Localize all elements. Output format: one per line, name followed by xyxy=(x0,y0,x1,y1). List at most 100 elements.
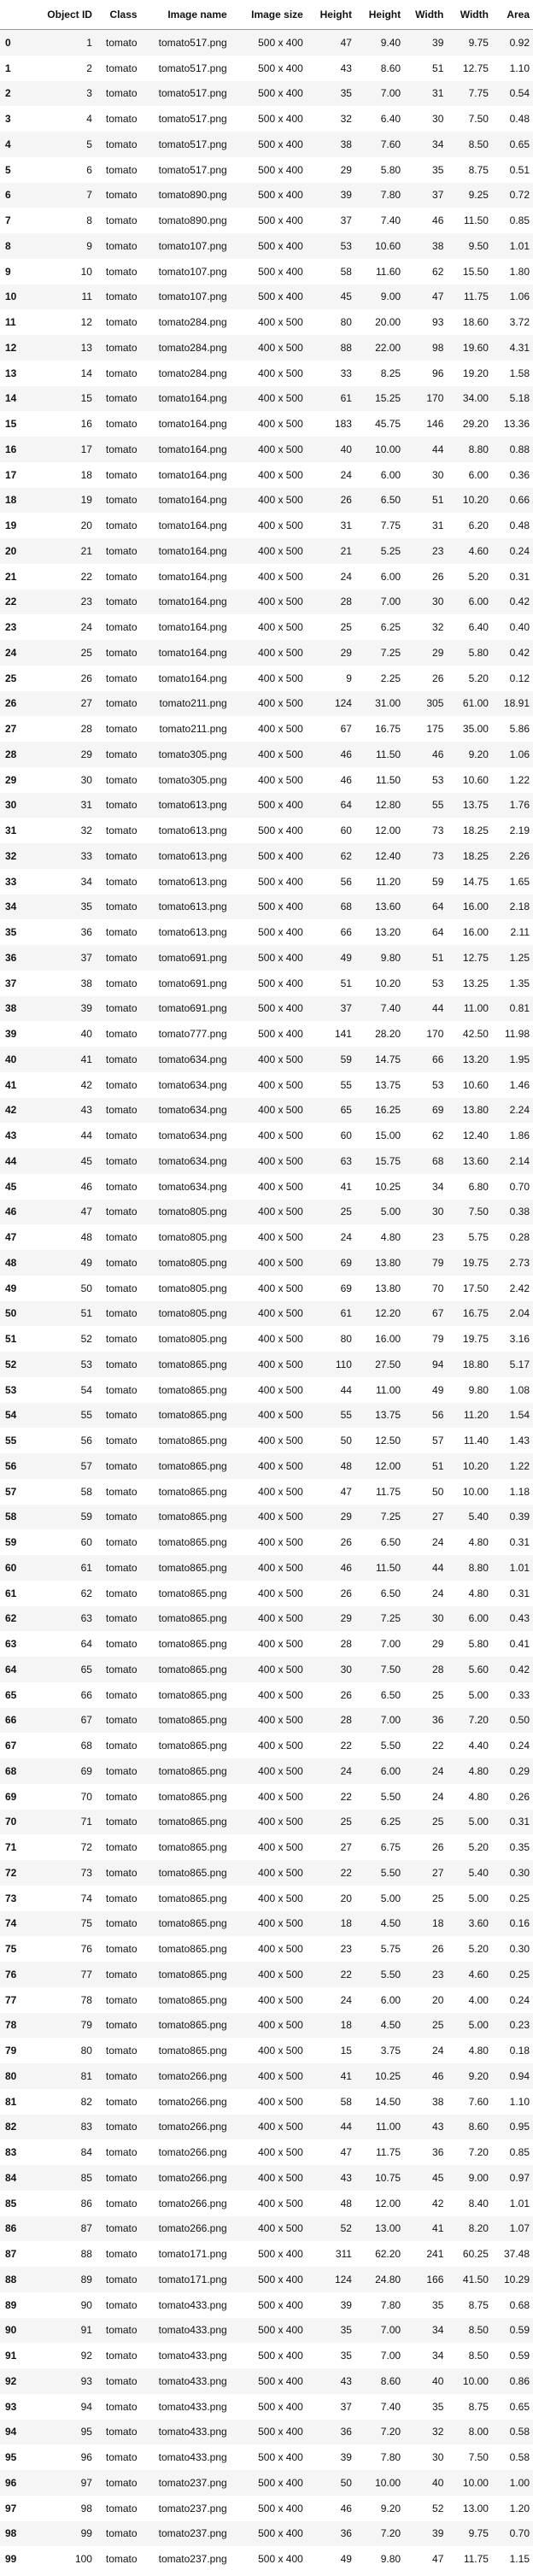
image-size-cell: 400 x 500 xyxy=(230,1047,307,1072)
image-name-cell: tomato865.png xyxy=(140,1631,231,1657)
table-row: 16 17 tomato tomato164.png 400 x 500 40 10.00 4… xyxy=(0,437,533,462)
object-id-cell: 98 xyxy=(38,2495,96,2521)
width-cell: 11.50 xyxy=(447,208,492,233)
object-id-cell: 7 xyxy=(38,182,96,208)
width-px-cell: 50 xyxy=(404,1478,448,1505)
class-cell: tomato xyxy=(95,640,141,666)
area-cell: 0.31 xyxy=(491,563,533,590)
class-cell: tomato xyxy=(95,385,141,412)
class-cell: tomato xyxy=(95,55,141,81)
image-size-cell: 400 x 500 xyxy=(230,716,307,742)
table-row: 33 34 tomato tomato613.png 500 x 400 56 11.20 5… xyxy=(0,868,533,895)
area-cell: 2.14 xyxy=(491,1148,533,1174)
table-row: 78 79 tomato tomato865.png 400 x 500 18 4.50 25… xyxy=(0,2012,533,2039)
width-cell: 6.00 xyxy=(447,589,492,615)
class-cell: tomato xyxy=(95,284,141,310)
table-row: 39 40 tomato tomato777.png 500 x 400 141 28.20… xyxy=(0,1021,533,1047)
class-cell: tomato xyxy=(95,1021,141,1047)
image-size-cell: 500 x 400 xyxy=(230,156,307,183)
area-cell: 1.06 xyxy=(491,284,533,310)
image-size-cell: 400 x 500 xyxy=(230,1936,307,1962)
class-cell: tomato xyxy=(95,1910,141,1937)
height-px-cell: 183 xyxy=(306,411,355,437)
row-index: 7 xyxy=(0,208,39,233)
width-px-cell: 29 xyxy=(404,1631,448,1657)
width-cell: 5.20 xyxy=(447,665,492,691)
height-cell: 13.20 xyxy=(354,919,405,945)
height-px-cell: 52 xyxy=(306,2215,355,2242)
object-id-cell: 77 xyxy=(38,1962,96,1987)
image-name-cell: tomato865.png xyxy=(140,1860,231,1886)
image-name-cell: tomato433.png xyxy=(140,2291,231,2318)
object-id-cell: 2 xyxy=(38,55,96,81)
height-cell: 7.40 xyxy=(354,2393,405,2420)
height-px-cell: 28 xyxy=(306,1707,355,1734)
class-header: Class xyxy=(95,0,141,30)
image-size-cell: 400 x 500 xyxy=(230,1123,307,1148)
area-cell: 1.65 xyxy=(491,868,533,895)
table-row: 80 81 tomato tomato266.png 400 x 500 41 10.25 4… xyxy=(0,2063,533,2089)
table-row: 59 60 tomato tomato865.png 400 x 500 26 6.50 24… xyxy=(0,1529,533,1555)
width-cell: 18.25 xyxy=(447,818,492,843)
row-index: 92 xyxy=(0,2368,39,2394)
height-cell: 8.25 xyxy=(354,360,405,386)
table-row: 25 26 tomato tomato164.png 400 x 500 9 2.25 26 5… xyxy=(0,665,533,691)
width-px-cell: 36 xyxy=(404,1707,448,1734)
image-name-cell: tomato211.png xyxy=(140,716,231,742)
object-id-cell: 87 xyxy=(38,2215,96,2242)
height-cell: 6.50 xyxy=(354,487,405,513)
image-name-cell: tomato164.png xyxy=(140,563,231,590)
image-name-cell: tomato266.png xyxy=(140,2139,231,2165)
object-id-cell: 38 xyxy=(38,970,96,996)
height-cell: 16.00 xyxy=(354,1326,405,1352)
row-index: 90 xyxy=(0,2317,39,2344)
image-size-cell: 500 x 400 xyxy=(230,2470,307,2496)
height-px-cell: 46 xyxy=(306,1555,355,1581)
height-px-cell: 46 xyxy=(306,742,355,767)
class-cell: tomato xyxy=(95,1148,141,1174)
width-px-cell: 51 xyxy=(404,487,448,513)
height-cell: 11.75 xyxy=(354,2139,405,2165)
width-cell: 5.40 xyxy=(447,1860,492,1886)
row-index: 93 xyxy=(0,2393,39,2420)
image-size-cell: 400 x 500 xyxy=(230,1885,307,1911)
image-name-cell: tomato613.png xyxy=(140,818,231,843)
row-index: 47 xyxy=(0,1224,39,1250)
width-cell: 15.50 xyxy=(447,258,492,285)
object-id-cell: 54 xyxy=(38,1376,96,1403)
image-size-cell: 500 x 400 xyxy=(230,106,307,132)
image-name-cell: tomato865.png xyxy=(140,1707,231,1734)
height-cell: 7.50 xyxy=(354,1657,405,1682)
width-px-cell: 39 xyxy=(404,29,448,56)
height-cell: 6.00 xyxy=(354,563,405,590)
row-index: 33 xyxy=(0,868,39,895)
height-px-cell: 59 xyxy=(306,1047,355,1072)
class-cell: tomato xyxy=(95,2139,141,2165)
height-px-cell: 124 xyxy=(306,2267,355,2292)
width-px-cell: 30 xyxy=(404,106,448,132)
width-px-cell: 69 xyxy=(404,1097,448,1124)
height-px-cell: 43 xyxy=(306,2165,355,2191)
class-cell: tomato xyxy=(95,2495,141,2521)
object-id-cell: 40 xyxy=(38,1021,96,1047)
table-row: 81 82 tomato tomato266.png 400 x 500 58 14.50 3… xyxy=(0,2088,533,2115)
area-cell: 0.24 xyxy=(491,1986,533,2013)
row-index: 84 xyxy=(0,2165,39,2191)
height-cell: 9.80 xyxy=(354,945,405,971)
row-index: 64 xyxy=(0,1657,39,1682)
width-px-cell: 146 xyxy=(404,411,448,437)
object-id-cell: 1 xyxy=(38,29,96,56)
area-cell: 0.18 xyxy=(491,2038,533,2063)
width-cell: 8.20 xyxy=(447,2215,492,2242)
class-cell: tomato xyxy=(95,766,141,793)
object-id-cell: 81 xyxy=(38,2063,96,2089)
image-size-cell: 500 x 400 xyxy=(230,1021,307,1047)
image-name-cell: tomato805.png xyxy=(140,1300,231,1327)
image-name-cell: tomato865.png xyxy=(140,1352,231,1377)
class-cell: tomato xyxy=(95,29,141,56)
row-index: 27 xyxy=(0,716,39,742)
height-cell: 7.80 xyxy=(354,2444,405,2470)
height-px-cell: 47 xyxy=(306,1478,355,1505)
image-name-cell: tomato865.png xyxy=(140,1555,231,1581)
object-id-cell: 17 xyxy=(38,437,96,462)
